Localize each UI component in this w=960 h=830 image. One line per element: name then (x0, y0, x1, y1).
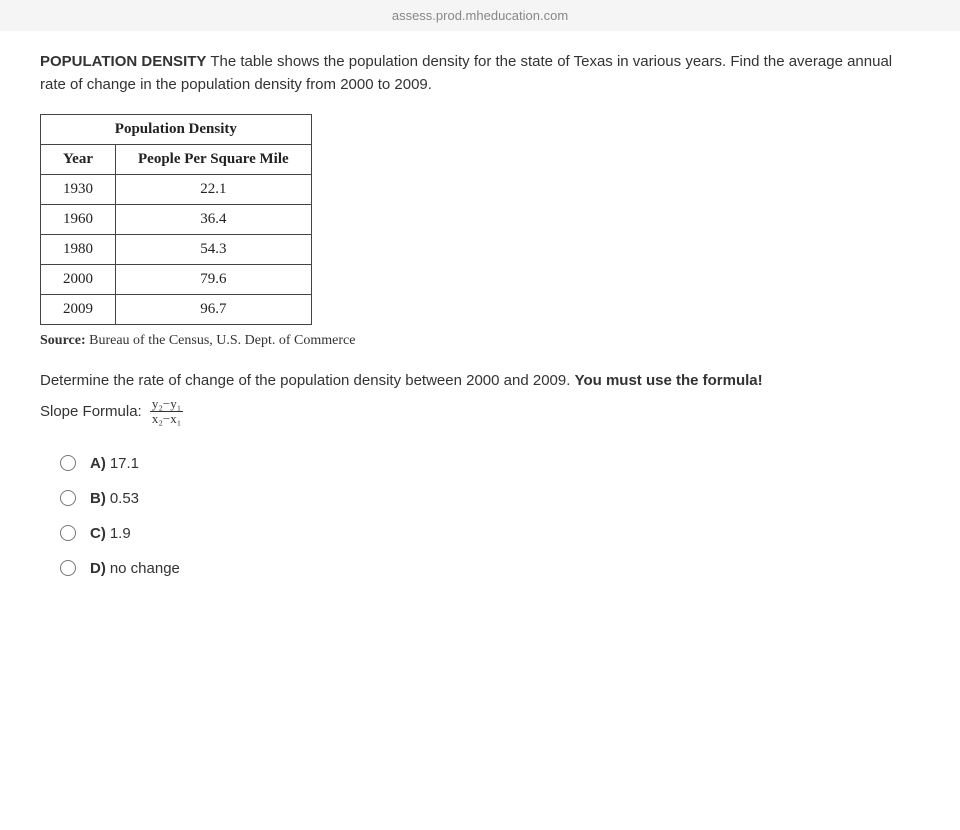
table-source: Source: Bureau of the Census, U.S. Dept.… (40, 333, 920, 349)
option-b-label: B)0.53 (90, 490, 139, 507)
question-content: POPULATION DENSITY The table shows the p… (0, 31, 960, 615)
option-b-radio[interactable] (60, 490, 76, 506)
option-a-text: 17.1 (110, 455, 139, 472)
option-a[interactable]: A)17.1 (60, 455, 920, 472)
formula-numerator: y₂−y₁ (150, 397, 183, 412)
table-cell-value: 36.4 (116, 205, 312, 235)
table-col-year: Year (41, 145, 116, 175)
option-a-radio[interactable] (60, 455, 76, 471)
option-d-radio[interactable] (60, 560, 76, 576)
table-cell-value: 22.1 (116, 175, 312, 205)
prompt-heading: POPULATION DENSITY (40, 53, 206, 70)
table-row: 1980 54.3 (41, 235, 312, 265)
option-c-radio[interactable] (60, 525, 76, 541)
option-c-label: C)1.9 (90, 525, 131, 542)
table-title: Population Density (41, 115, 312, 145)
table-cell-year: 1960 (41, 205, 116, 235)
sub-question-lead: Determine the rate of change of the popu… (40, 372, 570, 389)
formula-label: Slope Formula: (40, 403, 142, 420)
option-d-text: no change (110, 560, 180, 577)
question-prompt: POPULATION DENSITY The table shows the p… (40, 51, 920, 96)
population-density-table: Population Density Year People Per Squar… (40, 114, 312, 325)
slope-formula: y₂−y₁ x₂−x₁ (150, 397, 183, 427)
table-col-value: People Per Square Mile (116, 145, 312, 175)
option-c-text: 1.9 (110, 525, 131, 542)
option-c-letter: C) (90, 525, 106, 542)
option-b[interactable]: B)0.53 (60, 490, 920, 507)
sub-question-emphasis: You must use the formula! (575, 372, 763, 389)
table-cell-value: 54.3 (116, 235, 312, 265)
table-cell-year: 1980 (41, 235, 116, 265)
table-row: 1960 36.4 (41, 205, 312, 235)
option-b-text: 0.53 (110, 490, 139, 507)
table-cell-year: 2000 (41, 265, 116, 295)
formula-line: Slope Formula: y₂−y₁ x₂−x₁ (40, 397, 920, 427)
option-d[interactable]: D)no change (60, 560, 920, 577)
option-d-label: D)no change (90, 560, 180, 577)
table-cell-value: 96.7 (116, 295, 312, 325)
table-row: 1930 22.1 (41, 175, 312, 205)
formula-denominator: x₂−x₁ (150, 412, 183, 426)
table-row: 2000 79.6 (41, 265, 312, 295)
table-row: 2009 96.7 (41, 295, 312, 325)
sub-question: Determine the rate of change of the popu… (40, 369, 920, 393)
answer-options: A)17.1 B)0.53 C)1.9 D)no change (40, 455, 920, 577)
url-bar: assess.prod.mheducation.com (0, 0, 960, 31)
source-text: Bureau of the Census, U.S. Dept. of Comm… (89, 333, 355, 348)
table-cell-value: 79.6 (116, 265, 312, 295)
table-cell-year: 2009 (41, 295, 116, 325)
table-cell-year: 1930 (41, 175, 116, 205)
option-a-letter: A) (90, 455, 106, 472)
option-b-letter: B) (90, 490, 106, 507)
option-c[interactable]: C)1.9 (60, 525, 920, 542)
option-a-label: A)17.1 (90, 455, 139, 472)
source-label: Source: (40, 333, 86, 348)
option-d-letter: D) (90, 560, 106, 577)
